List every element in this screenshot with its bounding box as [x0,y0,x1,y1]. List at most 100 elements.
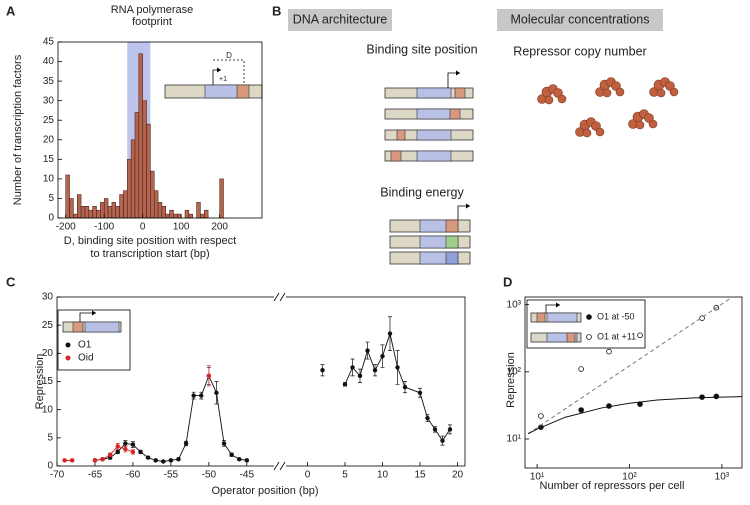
x-tick-label: 0 [140,222,146,233]
repressor [544,95,554,105]
point [107,452,113,457]
repressor [648,119,658,129]
point [578,407,584,413]
point [244,458,250,463]
bar [65,174,70,219]
bar [177,213,182,219]
dna-region [416,150,452,162]
point [538,413,544,419]
point [69,458,75,463]
bar [142,100,147,219]
y-tick-label: 10³ [507,299,522,310]
series-line [94,331,451,462]
point [221,441,227,446]
y-tick-label: 5 [48,193,54,204]
point [130,442,136,447]
legend-box [57,309,131,371]
panel-label: A [6,3,16,18]
y-tick-label: 10 [42,404,54,415]
y-axis-label: Number of transcription factors [12,54,24,205]
panel-label: D [503,274,512,289]
repressor [595,127,605,137]
legend-marker [586,334,592,340]
bar [204,209,209,219]
bar [119,194,124,219]
diagram-label: Binding energy [380,185,464,199]
y-tick-label: 10 [43,174,55,185]
point [350,365,355,370]
dna-region [396,129,406,141]
y-axis-label: Repression [505,352,517,408]
bar [76,194,82,219]
x-axis-label: Operator position (bp) [212,485,319,497]
bar [153,190,159,219]
y-axis-label: Repression [34,354,46,410]
y-tick-label: 0 [48,213,54,224]
repressor [635,120,645,130]
bar [157,202,163,219]
panel-label: C [6,274,16,289]
y-tick-label: 15 [42,376,54,387]
dna-region [454,87,466,99]
bar [138,53,143,219]
y-tick-label: 30 [43,95,55,106]
dna-region [445,219,459,233]
bar [196,202,201,219]
bar [100,202,105,219]
x-axis-label: Number of repressors per cell [540,480,685,492]
point [145,455,151,460]
dna-region [546,312,578,323]
point [578,366,584,372]
dna-region [416,87,452,99]
point [176,457,181,462]
bar [88,209,93,219]
point [713,393,720,400]
dna-region [449,108,461,120]
theory-curve [527,396,742,435]
x-tick-label: 5 [342,470,348,481]
y-tick-label: 10² [507,366,522,377]
y-tick-label: 0 [47,461,53,472]
header-box [288,9,392,31]
diagram-header: Molecular concentrations [511,12,650,26]
dna-region [445,235,459,249]
repressor [582,128,592,138]
legend-label: O1 [78,340,92,351]
bar [130,139,136,219]
point [153,458,158,463]
x-axis-label: D, binding site position with respect [64,235,236,247]
dna-region [84,321,120,333]
promoter-arrow [447,72,460,88]
point [62,458,67,463]
x-tick-label: -50 [202,470,217,481]
dna-region [546,332,578,343]
x-tick-label: 100 [173,222,190,233]
point [432,427,438,432]
point [123,441,128,446]
bar [107,206,113,219]
diagram-label: Binding site position [366,42,477,56]
repressor [615,87,625,97]
dna-region [236,84,250,99]
point [365,348,370,353]
arrow-head [466,203,470,209]
legend-marker [65,355,71,361]
promoter-arrow [79,312,96,322]
arrow-head [92,310,96,316]
x-tick-label: 20 [452,470,464,481]
bar [169,209,174,219]
repressor [557,94,567,104]
bar [161,206,167,219]
bar [111,202,116,219]
point [191,393,196,398]
bar [188,213,193,219]
dna-region [204,84,240,99]
bar [69,198,74,219]
header-box [497,9,663,31]
point [206,373,212,379]
repressor [656,88,666,98]
bar [96,209,101,219]
point [123,446,128,452]
dna-region [416,129,452,141]
